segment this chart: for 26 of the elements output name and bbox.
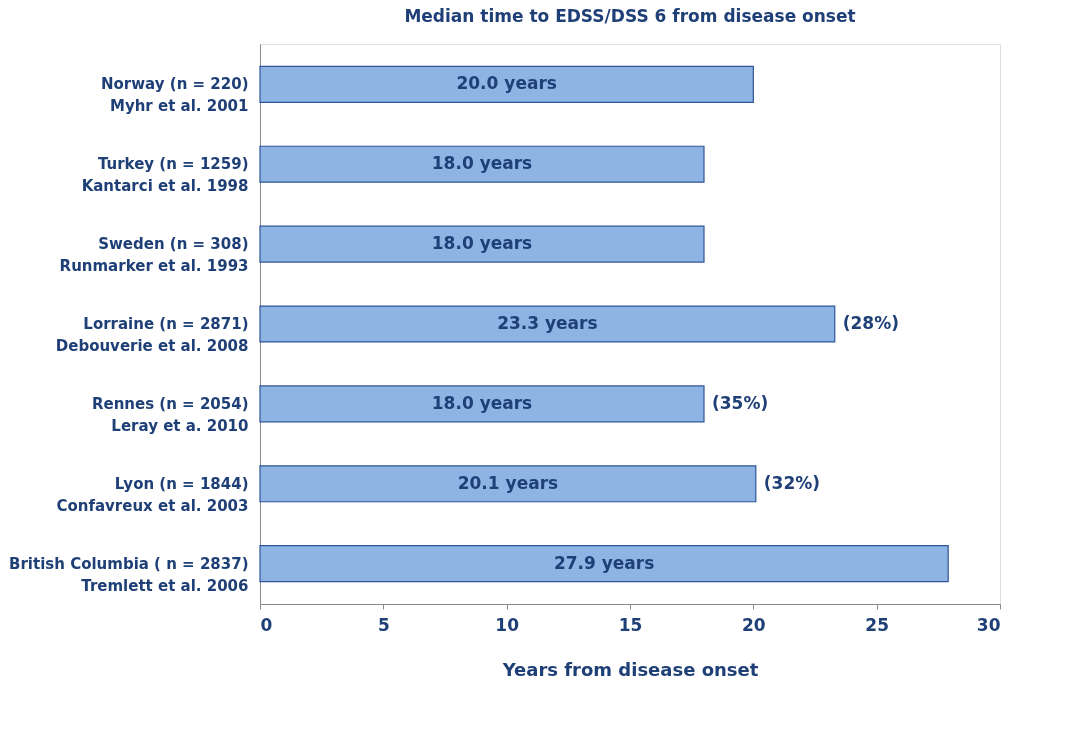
- y-tick-label: Sweden (n = 308) Runmarker et al. 1993: [59, 235, 249, 276]
- y-tick-label: British Columbia ( n = 2837) Tremlett et al. 2006: [9, 554, 249, 595]
- y-tick-label: Lorraine (n = 2871) Debouverie et al. 2008: [55, 315, 249, 355]
- y-tick-label: Lyon (n = 1844) Confavreux et al. 2003: [56, 474, 249, 515]
- x-tick-label: 5: [377, 614, 390, 635]
- x-tick-label: 10: [495, 614, 520, 635]
- annotation: (28%): [842, 313, 899, 333]
- chart-title: Median time to EDSS/DSS 6 from disease onset: [404, 6, 856, 26]
- data-label: 18.0 years: [431, 153, 533, 174]
- data-label: 23.3 years: [497, 313, 598, 333]
- x-tick-label: 0: [260, 614, 273, 635]
- x-tick-label: 30: [976, 614, 1001, 635]
- data-label: 18.0 years: [431, 392, 533, 413]
- x-tick-label: 25: [865, 614, 889, 635]
- annotation: (32%): [763, 472, 821, 493]
- data-label: 27.9 years: [553, 552, 655, 573]
- x-axis-title: Years from disease onset: [501, 658, 759, 680]
- annotation: (35%): [712, 392, 769, 413]
- x-tick-label: 20: [742, 614, 766, 635]
- x-tick-label: 15: [618, 614, 643, 635]
- y-tick-label: Norway (n = 220) Myhr et al. 2001: [101, 75, 249, 116]
- data-label: 18.0 years: [431, 233, 533, 254]
- y-tick-label: Turkey (n = 1259) Kantarci et al. 1998: [81, 155, 249, 196]
- data-label: 20.0 years: [456, 73, 557, 94]
- data-label: 20.1 years: [457, 472, 559, 493]
- y-tick-label: Rennes (n = 2054) Leray et a. 2010: [91, 394, 249, 435]
